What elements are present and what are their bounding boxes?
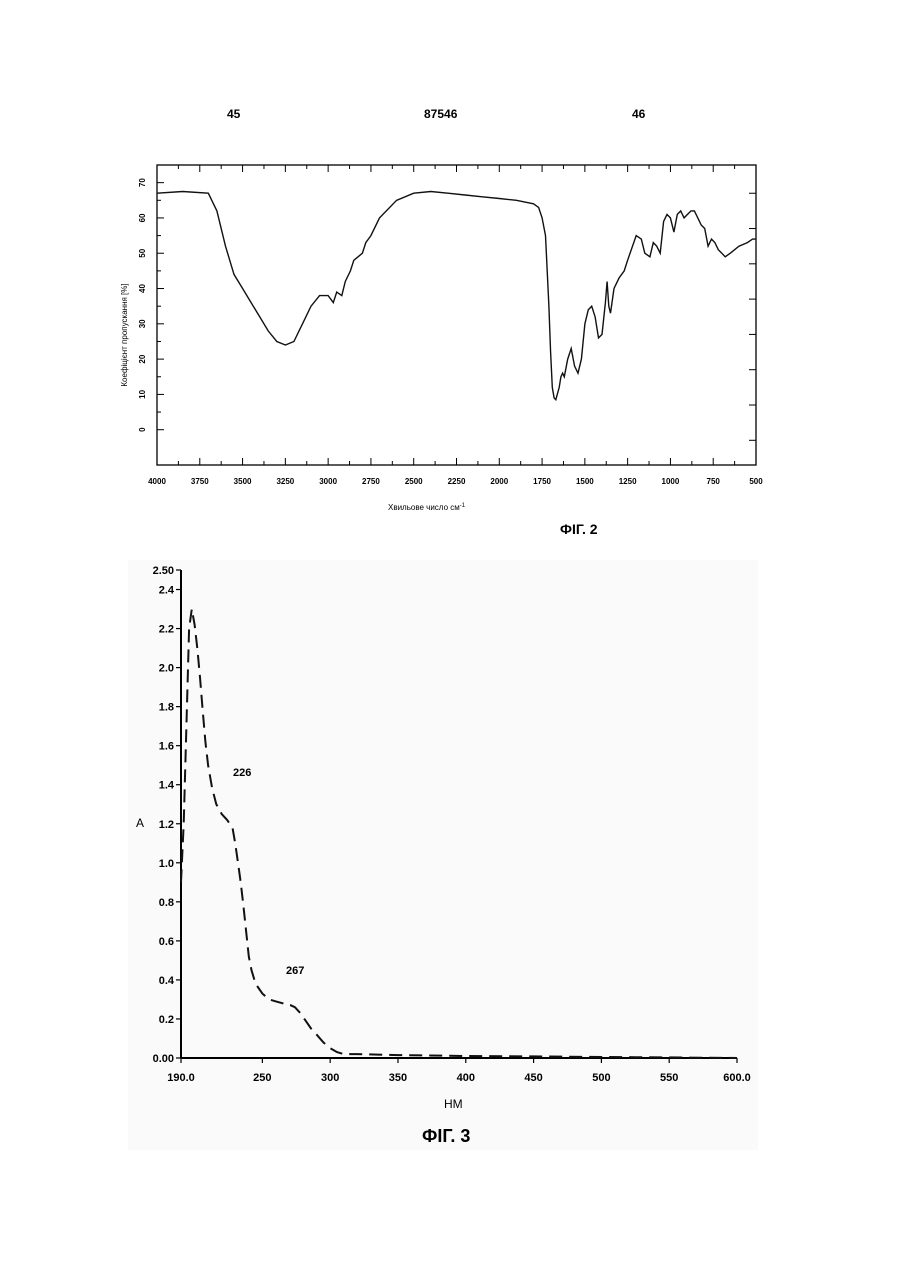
ir-y-tick-label: 60 xyxy=(138,213,147,222)
ir-plot-frame xyxy=(157,165,756,465)
ir-x-tick-label: 1250 xyxy=(619,477,637,486)
ir-x-axis-label: Хвильове число см-1 xyxy=(388,503,466,512)
uv-y-tick-label: 0.8 xyxy=(159,897,174,909)
uv-y-tick-label: 2.0 xyxy=(159,663,174,675)
ir-x-tick-label: 2750 xyxy=(362,477,380,486)
ir-y-axis-label: Коефіцієнт пропускання [%] xyxy=(120,283,129,386)
ir-x-tick-label: 2500 xyxy=(405,477,423,486)
uv-y-axis-label: A xyxy=(136,816,144,830)
ir-x-axis-label-exponent: -1 xyxy=(460,503,466,509)
ir-y-tick-label: 30 xyxy=(138,319,147,328)
ir-x-tick-label: 750 xyxy=(707,477,721,486)
ir-y-tick-label: 0 xyxy=(138,427,147,432)
ir-x-tick-label: 4000 xyxy=(148,477,166,486)
ir-x-tick-label: 1500 xyxy=(576,477,594,486)
ir-x-tick-label: 3500 xyxy=(234,477,252,486)
uv-y-tick-label: 1.0 xyxy=(159,858,174,870)
uv-x-tick-label: 190.0 xyxy=(167,1072,195,1084)
uv-x-tick-label: 250 xyxy=(253,1072,271,1084)
uv-y-tick-label: 1.8 xyxy=(159,702,174,714)
ir-y-tick-label: 50 xyxy=(138,248,147,257)
figure-2-caption: ФІГ. 2 xyxy=(560,521,598,537)
ir-x-tick-label: 3250 xyxy=(276,477,294,486)
ir-x-tick-label: 2250 xyxy=(448,477,466,486)
ir-x-axis-label-text: Хвильове число см xyxy=(388,503,460,512)
figure-3-caption: ФІГ. 3 xyxy=(422,1126,470,1147)
ir-x-tick-label: 500 xyxy=(749,477,763,486)
ir-series-line xyxy=(157,192,756,400)
uv-x-tick-label: 450 xyxy=(524,1072,542,1084)
uv-spectrum-chart: 190.0 250 300 350 400 450 500 550 600.0 0.00 0.2 0… xyxy=(0,550,900,1170)
uv-x-tick-label: 550 xyxy=(660,1072,678,1084)
ir-y-tick-label: 10 xyxy=(138,389,147,398)
uv-y-tick-label: 2.4 xyxy=(159,585,175,597)
uv-x-tick-label: 300 xyxy=(321,1072,339,1084)
ir-y-tick-label: 70 xyxy=(138,178,147,187)
uv-y-tick-label: 1.2 xyxy=(159,819,174,831)
uv-y-tick-label: 2.2 xyxy=(159,624,174,636)
uv-x-tick-label: 500 xyxy=(592,1072,610,1084)
uv-y-tick-label: 2.50 xyxy=(153,565,174,577)
ir-x-tick-label: 1000 xyxy=(662,477,680,486)
uv-x-tick-label: 400 xyxy=(457,1072,475,1084)
ir-x-tick-label: 3000 xyxy=(319,477,337,486)
uv-y-tick-label: 0.2 xyxy=(159,1014,174,1026)
ir-x-tick-label: 2000 xyxy=(490,477,508,486)
uv-annotation-226: 226 xyxy=(233,767,251,779)
ir-spectrum-chart: 4000 3750 3500 3250 3000 2750 2500 2250 2000 1750… xyxy=(0,0,900,530)
ir-x-tick-label: 1750 xyxy=(533,477,551,486)
uv-y-tick-label: 0.00 xyxy=(153,1053,174,1065)
uv-series-line xyxy=(181,609,737,1058)
uv-y-tick-label: 0.6 xyxy=(159,936,174,948)
uv-x-tick-label: 350 xyxy=(389,1072,407,1084)
uv-x-tick-label: 600.0 xyxy=(723,1072,751,1084)
uv-annotation-267: 267 xyxy=(286,965,304,977)
uv-x-axis-label: НМ xyxy=(444,1097,463,1111)
ir-y-tick-label: 40 xyxy=(138,284,147,293)
uv-y-tick-label: 1.4 xyxy=(159,780,175,792)
ir-y-tick-label: 20 xyxy=(138,354,147,363)
uv-y-tick-label: 0.4 xyxy=(159,975,175,987)
ir-x-tick-label: 3750 xyxy=(191,477,209,486)
uv-y-tick-label: 1.6 xyxy=(159,741,174,753)
